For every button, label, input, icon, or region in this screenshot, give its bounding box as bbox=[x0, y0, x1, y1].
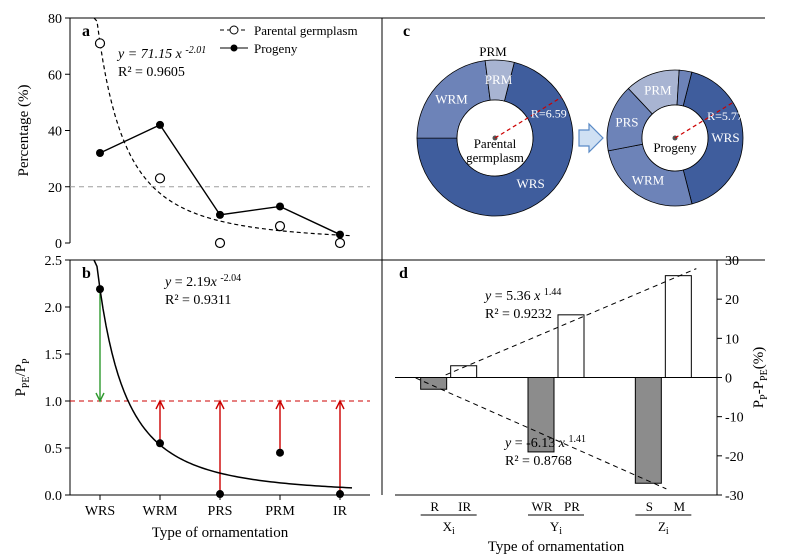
ytick-d: 10 bbox=[725, 332, 739, 347]
donut-outer-label: PRM bbox=[479, 44, 507, 59]
panel-c: cWRSWRMPRMParentalgermplasmR=6.59WRSWRMP… bbox=[403, 23, 743, 216]
bar-neg bbox=[635, 378, 661, 484]
point-b bbox=[96, 285, 104, 293]
xgroup-top2: IR bbox=[458, 499, 471, 514]
ytick-b: 2.0 bbox=[45, 301, 63, 316]
r2-b: R² = 0.9311 bbox=[165, 293, 231, 308]
xtick-b: WRS bbox=[85, 504, 115, 519]
xtick-b: PRM bbox=[265, 504, 295, 519]
ylabel-a: Percentage (%) bbox=[16, 84, 32, 176]
donut-label: WRM bbox=[632, 173, 665, 188]
r2-a: R² = 0.9605 bbox=[118, 65, 185, 80]
progeny-point bbox=[216, 211, 224, 219]
point-b bbox=[216, 490, 224, 498]
ytick-d: 0 bbox=[725, 372, 732, 387]
ytick-b: 0.0 bbox=[45, 489, 63, 504]
ytick-b: 0.5 bbox=[45, 442, 63, 457]
xgroup-top2: M bbox=[674, 499, 686, 514]
panel-label-b: b bbox=[82, 265, 91, 282]
progeny-point bbox=[96, 149, 104, 157]
xgroup-top: WR bbox=[532, 499, 553, 514]
ytick-d: -10 bbox=[725, 411, 744, 426]
parental-point bbox=[216, 239, 225, 248]
ytick-d: -30 bbox=[725, 489, 744, 504]
r2-d-top: R² = 0.9232 bbox=[485, 307, 552, 322]
radius-label: R=6.59 bbox=[531, 107, 567, 121]
xgroup-bottom: Zi bbox=[658, 519, 669, 537]
ylabel-b: PPE/PP bbox=[13, 358, 32, 397]
donut-label: PRM bbox=[644, 83, 672, 98]
ytick: 80 bbox=[48, 12, 62, 27]
xtick-b: WRM bbox=[143, 504, 179, 519]
ytick: 20 bbox=[48, 181, 62, 196]
xgroup-top: R bbox=[430, 499, 439, 514]
donut-center: Progeny bbox=[653, 140, 697, 155]
donut-center: germplasm bbox=[466, 150, 524, 165]
xtick-b: IR bbox=[333, 504, 348, 519]
bar-pos bbox=[665, 276, 691, 378]
panel-b: 0.0 0.5 1.0 1.5 2.0 2.5 WRS WRM PRS PRM IR Type of … bbox=[13, 254, 370, 541]
figure-svg: 0 20 40 60 80 a Percentage (%) y = 71.15 x -2.0… bbox=[0, 0, 787, 560]
ytick-d: 20 bbox=[725, 293, 739, 308]
panel-label-c: c bbox=[403, 23, 410, 40]
donut-label: WRS bbox=[711, 130, 739, 145]
ylabel-d: PP-PPE(%) bbox=[751, 347, 770, 408]
panel-label-d: d bbox=[399, 265, 408, 282]
xgroup-top: S bbox=[646, 499, 653, 514]
parental-point bbox=[156, 174, 165, 183]
xgroup-bottom: Xi bbox=[443, 519, 455, 537]
eq-a: y = 71.15 x -2.01 bbox=[116, 45, 206, 62]
ytick-d: 30 bbox=[725, 254, 739, 269]
bar-pos bbox=[558, 315, 584, 378]
xlabel-d: Type of ornamentation bbox=[488, 539, 625, 555]
eq-d-top: y = 5.36 x 1.44 bbox=[483, 287, 561, 304]
ytick-b: 1.5 bbox=[45, 348, 63, 363]
progeny-point bbox=[156, 121, 164, 129]
eq-b: y = 2.19x -2.04 bbox=[163, 273, 241, 290]
ytick: 0 bbox=[55, 237, 62, 252]
panel-a: 0 20 40 60 80 a Percentage (%) y = 71.15 x -2.0… bbox=[16, 12, 370, 252]
xgroup-bottom: Yi bbox=[550, 519, 562, 537]
ytick: 40 bbox=[48, 125, 62, 140]
panel-d: -30 -20 -10 0 10 20 30 d PP-PPE(%) y = 5.36 x 1.4… bbox=[395, 254, 770, 555]
parental-point bbox=[336, 239, 345, 248]
donut-label: WRM bbox=[435, 92, 468, 107]
donut-label: WRS bbox=[517, 176, 545, 191]
radius-label: R=5.77 bbox=[707, 109, 743, 123]
xlabel-b: Type of ornamentation bbox=[152, 525, 289, 541]
xgroup-top2: PR bbox=[564, 499, 580, 514]
r2-d-bot: R² = 0.8768 bbox=[505, 454, 572, 469]
panel-label-a: a bbox=[82, 23, 90, 40]
ytick-b: 2.5 bbox=[45, 254, 63, 269]
eq-d-bot: y = -6.13 x 1.41 bbox=[503, 434, 586, 451]
donut-label: PRM bbox=[485, 72, 513, 87]
xtick-b: PRS bbox=[208, 504, 233, 519]
figure-root: 0 20 40 60 80 a Percentage (%) y = 71.15 x -2.0… bbox=[0, 0, 787, 560]
progeny-point bbox=[276, 202, 284, 210]
donut-label: PRS bbox=[615, 114, 638, 129]
ytick-b: 1.0 bbox=[45, 395, 63, 410]
point-b bbox=[156, 439, 164, 447]
bar-neg bbox=[421, 378, 447, 390]
parental-point bbox=[276, 222, 285, 231]
arrow-icon bbox=[579, 124, 603, 152]
point-b bbox=[276, 449, 284, 457]
legend-parental: Parental germplasm bbox=[254, 23, 358, 38]
point-b bbox=[336, 490, 344, 498]
legend-progeny: Progeny bbox=[254, 41, 298, 56]
parental-point bbox=[96, 39, 105, 48]
ytick-d: -20 bbox=[725, 450, 744, 465]
ytick: 60 bbox=[48, 68, 62, 83]
